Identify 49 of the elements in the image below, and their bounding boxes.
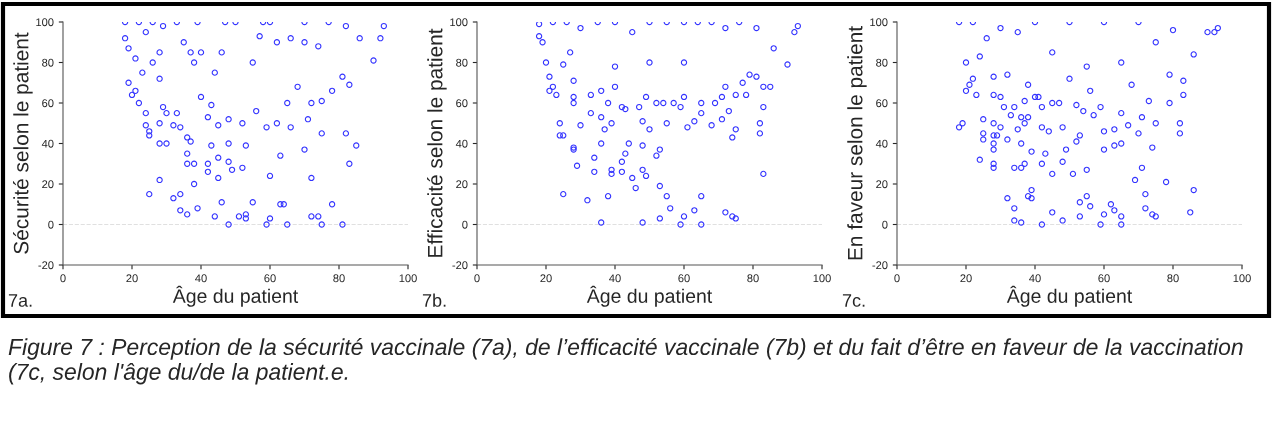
x-tick-label: 0 — [894, 274, 900, 283]
x-tick-label: 80 — [1167, 274, 1179, 283]
x-tick-label: 80 — [747, 274, 759, 283]
x-tick-label: 60 — [1098, 274, 1110, 283]
y-axis-title: En faveur selon le patient — [847, 26, 867, 260]
x-tick-label: 60 — [678, 274, 690, 283]
x-tick-label: 20 — [960, 274, 972, 283]
x-tick-label: 40 — [195, 274, 207, 283]
x-tick-label: 40 — [1029, 274, 1041, 283]
x-tick-label: 100 — [1233, 274, 1251, 283]
y-tick-label: 0 — [882, 220, 888, 229]
x-tick-label: 20 — [540, 274, 552, 283]
y-tick-label: 100 — [36, 18, 54, 27]
y-tick-label: -20 — [872, 261, 888, 270]
y-tick-label: 20 — [876, 180, 888, 189]
x-axis-title: Âge du patient — [586, 285, 713, 307]
y-tick-label: -20 — [38, 261, 54, 270]
y-tick-label: -20 — [452, 261, 468, 270]
x-axis-title: Âge du patient — [172, 285, 299, 307]
y-axis-title: Sécurité selon le patient — [12, 32, 33, 254]
y-tick-label: 20 — [42, 180, 54, 189]
y-axis-title: Efficacité selon le patient — [426, 28, 447, 257]
x-tick-label: 40 — [609, 274, 621, 283]
x-tick-label: 20 — [126, 274, 138, 283]
text: 7a. — [8, 294, 32, 307]
x-tick-label: 60 — [264, 274, 276, 283]
y-tick-label: 40 — [41, 139, 54, 148]
y-tick-label: 80 — [876, 58, 888, 67]
y-tick-label: 60 — [42, 99, 54, 108]
y-tick-label: 40 — [875, 139, 888, 148]
y-tick-label: 100 — [870, 18, 888, 27]
y-tick-label: 80 — [456, 58, 468, 67]
text: 7c. — [842, 294, 865, 307]
x-tick-label: 100 — [399, 274, 417, 283]
x-axis-title: Âge du patient — [1006, 285, 1133, 307]
x-tick-label: 0 — [474, 274, 480, 283]
y-tick-label: 60 — [456, 99, 468, 108]
y-tick-label: 40 — [455, 139, 468, 148]
y-tick-label: 80 — [42, 58, 54, 67]
y-tick-label: 0 — [462, 220, 468, 229]
text: 7b. — [422, 293, 446, 307]
x-tick-label: 80 — [333, 274, 345, 283]
y-tick-label: 20 — [456, 180, 468, 189]
y-tick-label: 0 — [48, 220, 54, 229]
caption: Figure 7 : Perception de la sécurité vaccinale (7a), de l’efficacité vaccinale (7b) et du fait d’être en faveur de la vaccination (7c, selon l'âge du/de la patient.e. — [8, 338, 1243, 385]
x-tick-label: 0 — [60, 274, 66, 283]
x-tick-label: 100 — [813, 274, 831, 283]
y-tick-label: 100 — [450, 18, 468, 27]
y-tick-label: 60 — [876, 99, 888, 108]
